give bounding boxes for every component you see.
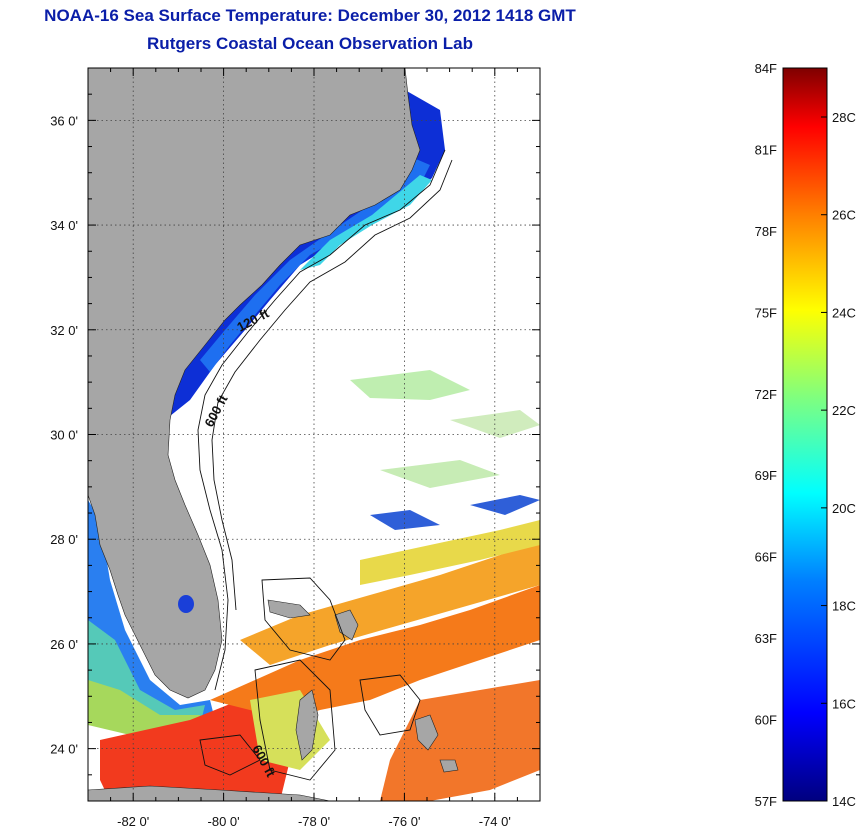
sst-data-layer (88, 90, 540, 801)
gulf-stream-amber-band (240, 540, 540, 665)
bahamas-island (334, 609, 359, 641)
isobath-600ft (211, 159, 453, 611)
colorbar-c-label: 14C (832, 794, 856, 809)
lon-tick-label: -80 0' (208, 814, 240, 829)
lat-tick-label: 32 0' (50, 323, 78, 338)
colorbar-f-label: 81F (755, 142, 777, 157)
lat-tick-label: 36 0' (50, 113, 78, 128)
colorbar-c-label: 26C (832, 208, 856, 223)
colorbar-f-label: 57F (755, 794, 777, 809)
bahamas-island (414, 714, 439, 751)
colorbar-f-label: 84F (755, 61, 777, 76)
lat-tick-label: 34 0' (50, 218, 78, 233)
colorbar-celsius-labels: 28C 26C 24C 22C 20C 18C 16C 14C (821, 110, 856, 809)
lon-tick-label: -76 0' (388, 814, 420, 829)
colorbar-c-label: 24C (832, 305, 856, 320)
us-southeast-landmass (88, 68, 421, 699)
lake-okeechobee (178, 595, 194, 613)
colorbar-f-label: 78F (755, 224, 777, 239)
lat-tick-label: 26 0' (50, 637, 78, 652)
colorbar-fahrenheit-labels: 84F 81F 78F 75F 72F 69F 66F 63F 60F 57F (755, 61, 777, 809)
axis-tick-labels: 36 0' 34 0' 32 0' 30 0' 28 0' 26 0' 24 0' -82 0… (50, 113, 511, 829)
bahamas-island (439, 759, 459, 773)
scattered-green-patch (350, 370, 470, 400)
southeast-warm-water (380, 680, 540, 801)
bathymetry-contours (197, 149, 453, 781)
temperature-colorbar: 84F 81F 78F 75F 72F 69F 66F 63F 60F 57F 28C 26C 24C… (755, 61, 856, 809)
colorbar-c-label: 28C (832, 110, 856, 125)
colorbar-c-label: 20C (832, 501, 856, 516)
lon-tick-label: -82 0' (117, 814, 149, 829)
gulf-yellowgreen-water (88, 680, 200, 735)
colorbar-f-label: 69F (755, 468, 777, 483)
colorbar-f-label: 60F (755, 713, 777, 728)
colorbar-f-label: 75F (755, 305, 777, 320)
florida-straits-warm-water (100, 690, 300, 801)
axis-ticks (87, 67, 541, 802)
map-plot-area (88, 68, 540, 801)
colorbar-gradient (782, 67, 828, 802)
bahamas-bank-contour (254, 659, 336, 781)
colorbar-f-label: 72F (755, 387, 777, 402)
andros-island (295, 689, 319, 761)
cuba-landmass (88, 785, 331, 801)
bahamas-bank-contour (359, 674, 421, 736)
map-subtitle: Rutgers Coastal Ocean Observation Lab (147, 34, 473, 53)
colorbar-c-label: 18C (832, 599, 856, 614)
straits-contour (199, 734, 261, 776)
scattered-blue-patch (470, 495, 540, 515)
lat-tick-label: 28 0' (50, 532, 78, 547)
lat-tick-label: 24 0' (50, 742, 78, 757)
gulf-stream-orange-band (210, 585, 540, 720)
colorbar-c-label: 16C (832, 696, 856, 711)
colorbar-f-label: 63F (755, 631, 777, 646)
lat-lon-grid (88, 68, 540, 801)
cyan-water-patch (300, 175, 432, 270)
lon-tick-label: -78 0' (298, 814, 330, 829)
isobath-120ft (197, 149, 446, 691)
colorbar-c-label: 22C (832, 403, 856, 418)
map-title: NOAA-16 Sea Surface Temperature: Decembe… (44, 6, 576, 25)
bahamas-bank-contour (261, 577, 346, 661)
scattered-blue-patch (370, 510, 440, 530)
scattered-green-patch (380, 460, 500, 488)
grand-bahama-island (267, 599, 311, 619)
lon-tick-label: -74 0' (479, 814, 511, 829)
colorbar-f-label: 66F (755, 550, 777, 565)
lat-tick-label: 30 0' (50, 428, 78, 443)
